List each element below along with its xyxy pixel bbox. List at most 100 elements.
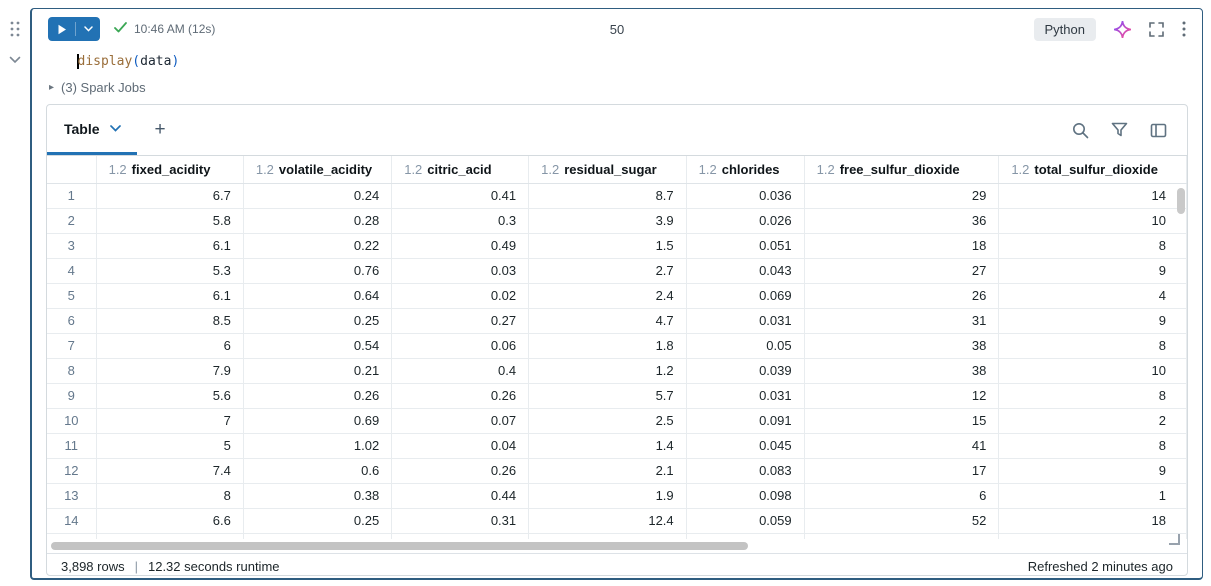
notebook-cell: 10:46 AM (12s) 50 Python bbox=[30, 8, 1203, 580]
assistant-sparkle-icon[interactable] bbox=[1114, 20, 1131, 38]
results-toolbar: Table + bbox=[47, 105, 1187, 156]
spark-jobs-toggle[interactable]: ▸ (3) Spark Jobs bbox=[32, 73, 1202, 101]
column-header[interactable]: 1.2 fixed_acidity bbox=[96, 156, 244, 184]
code-editor[interactable]: display(data) bbox=[32, 49, 1202, 73]
table-cell: 5 bbox=[96, 433, 244, 459]
table-row: 1 6.7 0.24 0.41 8.7 0.036 29 14 bbox=[47, 183, 1187, 209]
resize-handle[interactable] bbox=[1169, 534, 1180, 545]
table-cell: 0.6 bbox=[243, 458, 393, 484]
run-button-divider bbox=[75, 22, 76, 36]
column-header[interactable]: 1.2 citric_acid bbox=[391, 156, 530, 184]
row-number: 1 bbox=[47, 183, 97, 209]
tab-table[interactable]: Table bbox=[47, 105, 137, 155]
drag-handle-icon[interactable] bbox=[9, 20, 21, 38]
table-cell: 0.49 bbox=[391, 233, 530, 259]
table-cell: 12 bbox=[804, 383, 1000, 409]
table-cell: 0.25 bbox=[243, 308, 393, 334]
table-cell: 0.4 bbox=[391, 358, 530, 384]
table-row: 10 7 0.69 0.07 2.5 0.091 15 2 bbox=[47, 408, 1187, 434]
horizontal-scrollbar-thumb[interactable] bbox=[51, 542, 748, 550]
collapse-cell-icon[interactable] bbox=[9, 56, 21, 64]
table-row: 7 6 0.54 0.06 1.8 0.05 38 8 bbox=[47, 333, 1187, 359]
table-cell: 6 bbox=[96, 333, 244, 359]
table-cell: 5.7 bbox=[528, 383, 687, 409]
row-number: 11 bbox=[47, 433, 97, 459]
table-row: 14 6.6 0.25 0.31 12.4 0.059 52 18 bbox=[47, 508, 1187, 534]
vertical-scrollbar-thumb[interactable] bbox=[1177, 188, 1185, 214]
table-row: 13 8 0.38 0.44 1.9 0.098 6 1 bbox=[47, 483, 1187, 509]
row-number: 12 bbox=[47, 458, 97, 484]
table-cell: 0.02 bbox=[391, 283, 530, 309]
numeric-type-badge: 1.2 bbox=[108, 161, 127, 177]
table-cell: 1.5 bbox=[528, 233, 687, 259]
table-cell: 0.031 bbox=[686, 383, 805, 409]
row-number: 9 bbox=[47, 383, 97, 409]
numeric-type-badge: 1.2 bbox=[255, 161, 274, 177]
table-cell: 38 bbox=[804, 358, 1000, 384]
row-number: 3 bbox=[47, 233, 97, 259]
table-cell: 0.41 bbox=[391, 183, 530, 209]
row-number: 14 bbox=[47, 508, 97, 534]
table-cell: 0.069 bbox=[686, 283, 805, 309]
table-cell: 0.31 bbox=[391, 508, 530, 534]
play-icon[interactable] bbox=[48, 17, 75, 41]
column-header[interactable]: 1.2 chlorides bbox=[686, 156, 805, 184]
table-cell: 0.26 bbox=[391, 383, 530, 409]
tab-table-label: Table bbox=[64, 120, 100, 137]
table-cell: 18 bbox=[804, 233, 1000, 259]
table-cell: 0.036 bbox=[686, 183, 805, 209]
spark-jobs-label: (3) Spark Jobs bbox=[61, 79, 146, 95]
column-header[interactable]: 1.2 free_sulfur_dioxide bbox=[804, 156, 1000, 184]
table-cell: 8 bbox=[96, 483, 244, 509]
columns-panel-icon[interactable] bbox=[1150, 123, 1167, 138]
filter-icon[interactable] bbox=[1111, 122, 1128, 138]
language-selector[interactable]: Python bbox=[1033, 17, 1096, 41]
results-panel: Table + 1.2 fixed_acidity 1.2 volatile_acid… bbox=[46, 104, 1188, 576]
table-cell: 38 bbox=[804, 333, 1000, 359]
column-header[interactable]: 1.2 volatile_acidity bbox=[243, 156, 393, 184]
table-scroll-area[interactable]: 1.2 fixed_acidity 1.2 volatile_acidity 1.2 ci… bbox=[47, 156, 1187, 539]
row-number: 6 bbox=[47, 308, 97, 334]
expand-triangle-icon[interactable]: ▸ bbox=[49, 81, 55, 93]
table-cell: 18 bbox=[998, 508, 1187, 534]
run-options-chevron-icon[interactable] bbox=[76, 17, 100, 41]
table-cell: 0.045 bbox=[686, 433, 805, 459]
table-cell: 5.8 bbox=[96, 208, 244, 234]
table-cell: 6 bbox=[804, 483, 1000, 509]
column-header[interactable]: 1.2 total_sulfur_dioxide bbox=[998, 156, 1187, 184]
tab-dropdown-chevron-icon[interactable] bbox=[109, 125, 121, 132]
row-number: 8 bbox=[47, 358, 97, 384]
table-cell: 0.26 bbox=[243, 383, 393, 409]
table-cell: 0.54 bbox=[243, 333, 393, 359]
cell-header-actions: Python bbox=[1033, 17, 1186, 41]
add-visualization-button[interactable]: + bbox=[154, 119, 166, 140]
row-count: 3,898 rows bbox=[61, 559, 125, 574]
table-cell: 6.1 bbox=[96, 283, 244, 309]
table-cell: 2 bbox=[998, 408, 1187, 434]
cell-number: 50 bbox=[609, 21, 625, 37]
table-cell: 6.7 bbox=[96, 183, 244, 209]
table-cell: 7 bbox=[96, 408, 244, 434]
table-cell: 15 bbox=[804, 408, 1000, 434]
numeric-type-badge: 1.2 bbox=[698, 161, 717, 177]
text-cursor bbox=[77, 53, 79, 69]
search-icon[interactable] bbox=[1072, 122, 1089, 139]
table-cell: 29 bbox=[804, 183, 1000, 209]
table-cell: 1.8 bbox=[528, 333, 687, 359]
table-cell: 0.04 bbox=[391, 433, 530, 459]
kebab-menu-icon[interactable] bbox=[1182, 21, 1186, 37]
row-number: 7 bbox=[47, 333, 97, 359]
table-cell: 8.5 bbox=[96, 308, 244, 334]
table-cell: 0.28 bbox=[243, 208, 393, 234]
table-row: 4 5.3 0.76 0.03 2.7 0.043 27 9 bbox=[47, 258, 1187, 284]
code-argument-token: data bbox=[140, 53, 172, 69]
table-row: 12 7.4 0.6 0.26 2.1 0.083 17 9 bbox=[47, 458, 1187, 484]
expand-fullscreen-icon[interactable] bbox=[1149, 21, 1164, 37]
column-header[interactable]: 1.2 residual_sugar bbox=[528, 156, 687, 184]
table-row: 2 5.8 0.28 0.3 3.9 0.026 36 10 bbox=[47, 208, 1187, 234]
table-cell: 36 bbox=[804, 208, 1000, 234]
table-cell: 7.9 bbox=[96, 358, 244, 384]
run-cell-button[interactable] bbox=[48, 17, 100, 41]
horizontal-scrollbar[interactable] bbox=[47, 539, 1187, 553]
status-separator: | bbox=[134, 559, 138, 574]
